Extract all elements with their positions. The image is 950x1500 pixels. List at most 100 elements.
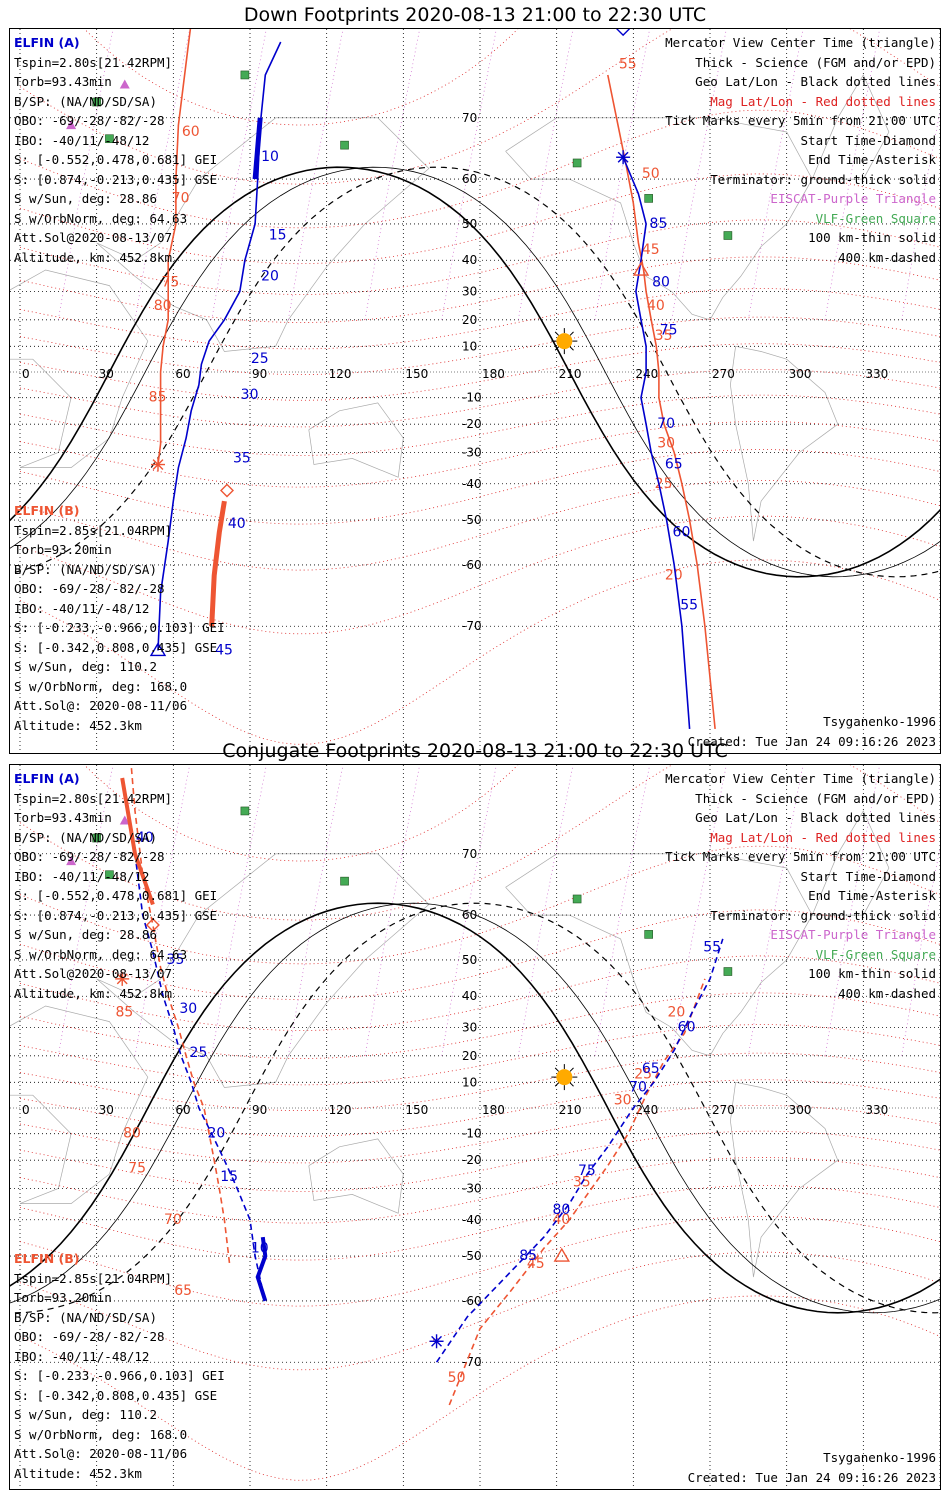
track-tick-label: 85 (650, 216, 668, 232)
lon-tick-label: 90 (252, 367, 267, 381)
track-tick-label: 35 (167, 952, 185, 968)
track-tick-label: 40 (647, 298, 665, 314)
mag-parallel (19, 1185, 940, 1261)
track-tick-label: 25 (251, 351, 269, 367)
lat-tick-label: 40 (462, 253, 477, 267)
lat-tick-label: 10 (462, 339, 477, 353)
track-tick-label: 75 (578, 1163, 596, 1179)
track-tick-label: 55 (680, 597, 698, 613)
legend-item: Terminator: ground-thick solid (710, 171, 936, 187)
lon-tick-label: 120 (329, 1103, 352, 1117)
sun-ray (554, 346, 560, 351)
mag-parallel (19, 1157, 940, 1224)
elfin-b-info: ELFIN (B) Tspin=2.85s[21.04RPM] Torb=93.… (14, 1249, 225, 1483)
elfin-a-track (134, 853, 264, 1292)
track-tick-label: 40 (552, 1212, 570, 1228)
elfin-a-science-segment (255, 1236, 268, 1302)
elfin-b-line: Tspin=2.85s[21.04RPM] (14, 1270, 173, 1286)
elfin-a-line: S: [-0.552,0.478,0.681] GEI (14, 888, 218, 903)
elfin-b-science-segment (209, 500, 227, 627)
track-tick-label: 20 (261, 268, 279, 284)
mag-meridian (211, 29, 267, 320)
mag-parallel (19, 1079, 940, 1137)
coastline (308, 1138, 404, 1214)
mag-parallel (19, 1130, 940, 1192)
track-tick-label: 40 (136, 830, 154, 846)
track-tick-label: 45 (527, 1256, 545, 1272)
legend-item: Mag Lat/Lon - Red dotted lines (710, 829, 936, 845)
mag-parallel (19, 173, 940, 264)
lat-tick-label: 20 (462, 1049, 477, 1063)
elfin-b-line: Att.Sol@: 2020-08-11/06 (14, 698, 188, 713)
terminator-400km (14, 902, 940, 1314)
mag-meridian (441, 29, 497, 320)
mag-meridian (594, 765, 651, 1056)
purple-triangle-icon (66, 856, 77, 866)
track-tick-label: 10 (261, 149, 279, 165)
elfin-a-line: S: [0.874,-0.213,0.435] GSE (14, 171, 218, 187)
legend-item: Geo Lat/Lon - Black dotted lines (695, 810, 936, 825)
elfin-b-header: ELFIN (B) (14, 1251, 80, 1266)
lat-tick-label: 70 (462, 111, 477, 125)
track-tick-label: 30 (179, 1001, 197, 1017)
green-square-icon (572, 158, 582, 168)
sun-ray (554, 1082, 560, 1087)
sun-ray (569, 1067, 574, 1072)
elfin-a-info: ELFIN (A) Tspin=2.80s[21.42RPM] Torb=93.… (14, 769, 217, 1003)
model-label: Tsyganenko-1996 (823, 714, 936, 729)
mag-meridian (57, 29, 114, 320)
elfin-b-track (157, 29, 192, 465)
lon-tick-label: 0 (22, 1103, 30, 1117)
lat-tick-label: 60 (462, 172, 477, 186)
sun-icon (556, 333, 573, 350)
track-tick-label: 65 (642, 1061, 660, 1077)
terminator-100km (10, 902, 940, 1314)
elfin-a-line: S: [-0.552,0.478,0.681] GEI (14, 152, 218, 167)
track-tick-label: 50 (642, 166, 660, 182)
mag-parallel (19, 369, 940, 428)
coastline (96, 117, 430, 352)
mag-meridian (134, 29, 191, 320)
lon-tick-label: 300 (789, 367, 812, 381)
green-square-icon (340, 876, 349, 886)
sun-ray (554, 331, 560, 336)
elfin-a-header: ELFIN (A) (14, 771, 80, 786)
terminator-400km (14, 166, 940, 578)
track-tick-label: 35 (233, 450, 251, 466)
track-tick-label: 85 (149, 390, 167, 406)
elfin-b-line: S w/Sun, deg: 110.2 (14, 659, 157, 674)
elfin-b-track (607, 74, 716, 729)
elfin-a-track (622, 156, 691, 729)
purple-triangle-icon (119, 815, 130, 825)
track-tick-label: 70 (629, 1079, 647, 1095)
mag-meridian (441, 765, 497, 1056)
green-square-icon (105, 134, 114, 144)
track-tick-label: 15 (220, 1169, 238, 1185)
track-tick-label: 75 (128, 1160, 146, 1176)
lat-tick-label: -10 (462, 391, 482, 405)
sun-icon (556, 1069, 573, 1086)
conjugate-footprints-map: 0306090120150180210240270300330360706050… (10, 765, 940, 1489)
elfin-a-track (435, 938, 724, 1363)
legend-item: Mercator View Center Time (triangle) (665, 35, 936, 50)
legend: Mercator View Center Time (triangle) Thi… (665, 33, 936, 267)
track-tick-label: 60 (673, 524, 691, 540)
elfin-b-line: S: [-0.342,0.808,0.435] GSE (14, 639, 218, 655)
green-square-icon (92, 833, 101, 843)
lat-tick-label: -20 (462, 417, 482, 431)
down-footprints-title: Down Footprints 2020-08-13 21:00 to 22:3… (243, 4, 707, 26)
green-square-icon (644, 930, 653, 939)
triangle-icon (149, 642, 167, 657)
track-tick-label: 20 (665, 567, 683, 583)
green-square-icon (340, 140, 349, 150)
mag-parallel (19, 1251, 940, 1371)
elfin-b-line: OBO: -69/-28/-82/-28 (14, 581, 165, 596)
elfin-b-line: Torb=93.20min (14, 542, 112, 557)
track-tick-label: 80 (154, 298, 172, 314)
track-tick-label: 80 (123, 1126, 141, 1142)
legend-item: 100 km-thin solid (808, 230, 936, 245)
elfin-a-info: ELFIN (A) Tspin=2.80s[21.42RPM] Torb=93.… (14, 33, 217, 267)
legend-item: Terminator: ground-thick solid (710, 907, 936, 923)
green-square-icon (723, 967, 733, 976)
track-tick-label: 60 (678, 1020, 696, 1036)
